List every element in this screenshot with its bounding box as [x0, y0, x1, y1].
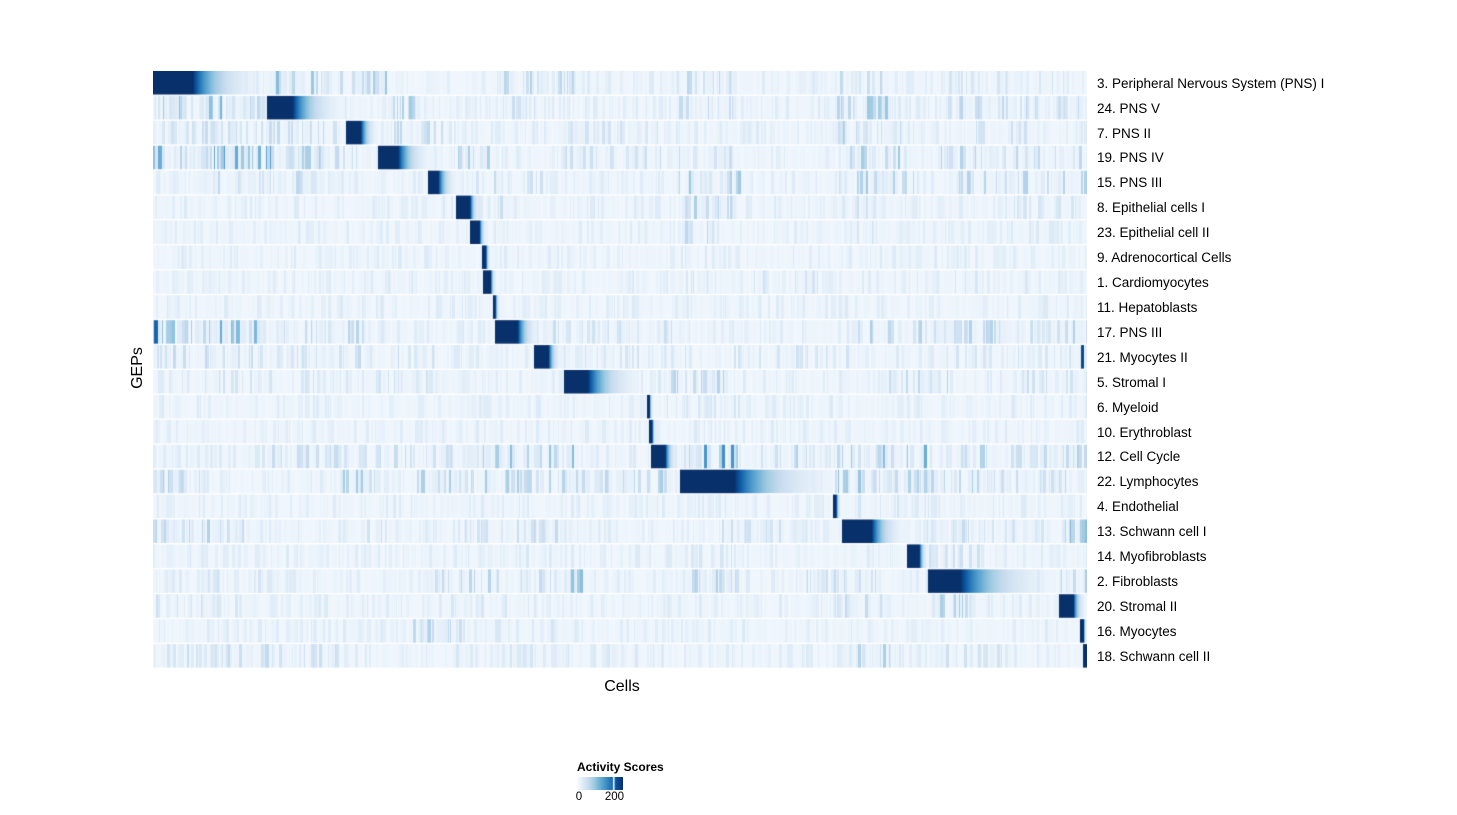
- row-label: 10. Erythroblast: [1097, 424, 1192, 440]
- colorbar-gradient: [577, 777, 623, 791]
- row-label: 18. Schwann cell II: [1097, 648, 1211, 664]
- row-label: 15. PNS III: [1097, 175, 1163, 191]
- x-axis-label: Cells: [604, 678, 640, 695]
- legend-tick-label: 0: [575, 791, 583, 804]
- heatmap-plot-area: [153, 71, 1087, 669]
- row-label: 7. PNS II: [1097, 125, 1152, 141]
- legend-tick-label: 200: [604, 791, 625, 804]
- row-label: 3. Peripheral Nervous System (PNS) I: [1097, 75, 1325, 91]
- legend-title: Activity Scores: [577, 760, 664, 774]
- row-label-column: 3. Peripheral Nervous System (PNS) I 24. …: [1097, 71, 1457, 669]
- row-label: 9. Adrenocortical Cells: [1097, 250, 1232, 266]
- row-label: 6. Myeloid: [1097, 399, 1159, 415]
- row-label: 13. Schwann cell I: [1097, 524, 1207, 540]
- row-label: 21. Myocytes II: [1097, 349, 1188, 365]
- row-label: 12. Cell Cycle: [1097, 449, 1181, 465]
- row-label: 23. Epithelial cell II: [1097, 225, 1210, 241]
- row-label: 11. Hepatoblasts: [1097, 299, 1198, 315]
- row-label: 20. Stromal II: [1097, 598, 1178, 614]
- colorbar-legend: Activity Scores 0 200: [575, 760, 697, 805]
- row-label: 5. Stromal I: [1097, 374, 1167, 390]
- row-label: 22. Lymphocytes: [1097, 474, 1199, 490]
- row-label: 19. PNS IV: [1097, 150, 1164, 166]
- row-label: 4. Endothelial: [1097, 499, 1179, 515]
- row-label: 16. Myocytes: [1097, 623, 1177, 639]
- y-axis-label: GEPs: [129, 347, 146, 389]
- row-label: 2. Fibroblasts: [1097, 574, 1179, 590]
- row-label: 8. Epithelial cells I: [1097, 200, 1206, 216]
- row-label: 24. PNS V: [1097, 100, 1161, 116]
- row-label: 17. PNS III: [1097, 324, 1163, 340]
- legend-tick-row: 0 200: [575, 791, 697, 805]
- row-label: 14. Myofibroblasts: [1097, 549, 1207, 565]
- row-label: 1. Cardiomyocytes: [1097, 275, 1209, 291]
